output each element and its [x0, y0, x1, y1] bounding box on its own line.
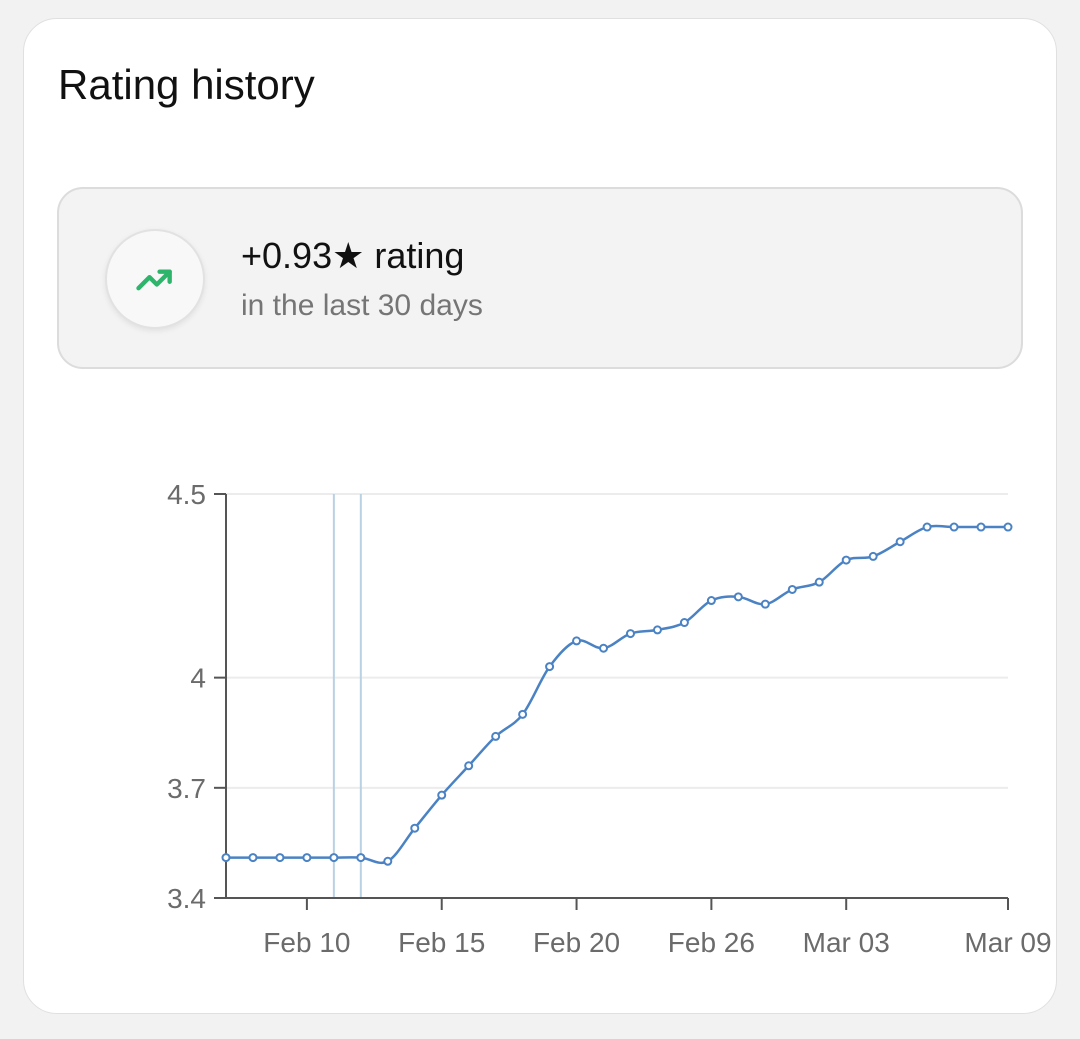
data-point	[221, 853, 231, 863]
data-point	[814, 577, 824, 587]
data-point	[545, 662, 555, 672]
data-point	[841, 555, 851, 565]
data-point	[1003, 522, 1013, 532]
rating-period: in the last 30 days	[241, 289, 483, 322]
data-point	[464, 761, 474, 771]
x-tick-label: Feb 10	[263, 927, 350, 958]
data-point	[652, 625, 662, 635]
x-tick-label: Mar 03	[803, 927, 890, 958]
trending-up-icon	[136, 269, 172, 291]
y-tick-label: 4.5	[167, 479, 206, 510]
x-tick-label: Feb 26	[668, 927, 755, 958]
data-point	[976, 522, 986, 532]
x-tick-label: Feb 20	[533, 927, 620, 958]
data-point	[922, 522, 932, 532]
y-tick-label: 4	[190, 663, 206, 694]
data-point	[437, 790, 447, 800]
data-point	[868, 551, 878, 561]
data-point	[248, 853, 258, 863]
rating-change: +0.93★ rating	[241, 235, 465, 276]
y-tick-label: 3.7	[167, 773, 206, 804]
data-point	[895, 537, 905, 547]
data-point	[572, 636, 582, 646]
data-point	[679, 618, 689, 628]
data-point	[356, 853, 366, 863]
rating-summary: +0.93★ rating in the last 30 days	[57, 187, 1023, 369]
data-point	[599, 643, 609, 653]
data-point	[329, 853, 339, 863]
data-point	[706, 596, 716, 606]
data-point	[760, 599, 770, 609]
data-point	[410, 823, 420, 833]
y-tick-label: 3.4	[167, 883, 206, 914]
trend-badge	[105, 229, 205, 329]
x-tick-label: Feb 15	[398, 927, 485, 958]
data-point	[733, 592, 743, 602]
data-point	[491, 731, 501, 741]
data-point	[302, 853, 312, 863]
card-title: Rating history	[58, 61, 315, 108]
data-point	[625, 629, 635, 639]
rating-history-card: Rating history +0.93★ rating in the last…	[23, 18, 1057, 1014]
rating-line	[225, 524, 1008, 865]
data-point	[383, 856, 393, 866]
data-point	[518, 709, 528, 719]
data-point	[787, 584, 797, 594]
x-tick-label: Mar 09	[964, 927, 1051, 958]
data-point	[949, 522, 959, 532]
data-point	[275, 853, 285, 863]
